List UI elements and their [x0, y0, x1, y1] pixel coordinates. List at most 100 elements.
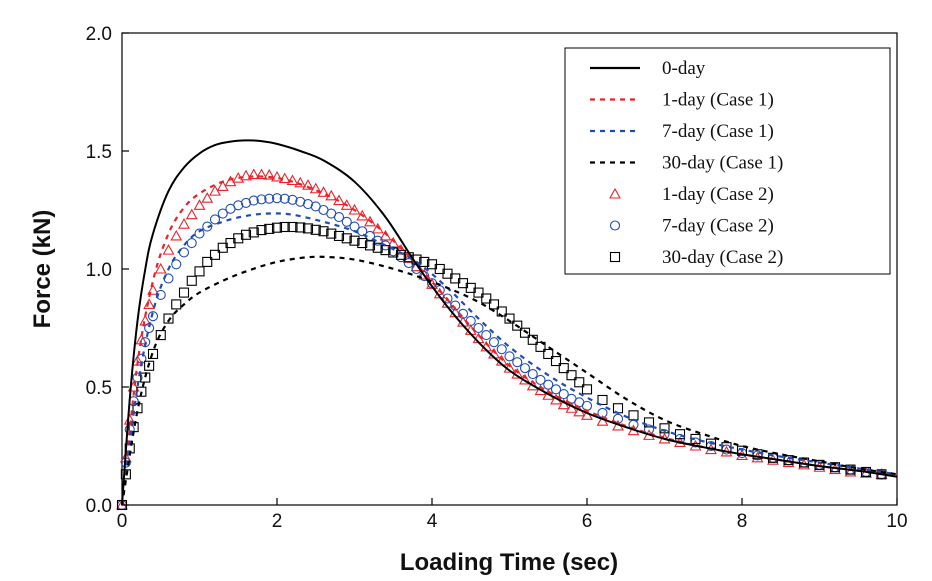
y-tick-label: 1.0 [86, 260, 112, 281]
data-point [566, 370, 577, 381]
axes-layer: 0 2 4 6 8 10 0.0 0.5 1.0 1.5 2.0 [86, 24, 908, 532]
data-point [248, 227, 259, 238]
data-point [310, 224, 321, 235]
series-line [121, 139, 898, 506]
data-point [558, 389, 569, 400]
data-point [504, 313, 515, 324]
data-point [550, 355, 562, 367]
data-point [155, 330, 166, 341]
data-point [201, 192, 214, 203]
data-point [256, 225, 267, 236]
data-point [574, 377, 585, 388]
data-point [535, 374, 546, 385]
data-point [171, 299, 182, 310]
data-point [233, 200, 244, 211]
legend-marker-swatch [609, 251, 621, 263]
legend-item: 7-day (Case 2) [609, 216, 774, 237]
data-point [271, 193, 283, 204]
data-point [488, 299, 500, 310]
data-point [333, 230, 345, 242]
data-point [193, 199, 206, 210]
data-point [264, 193, 275, 204]
data-point [240, 197, 252, 208]
legend-item: 1-day (Case 1) [590, 90, 774, 111]
data-point [247, 168, 260, 180]
data-point [558, 363, 569, 374]
data-point [147, 348, 159, 360]
data-point [659, 423, 670, 434]
y-tick-label: 1.5 [86, 142, 112, 163]
data-point [581, 384, 593, 395]
data-point [419, 256, 430, 267]
legend-marker-swatch [609, 220, 621, 231]
legend-label: 1-day (Case 2) [662, 184, 774, 205]
data-point [349, 235, 360, 246]
legend-label: 30-day (Case 1) [662, 153, 783, 174]
legend-item: 1-day (Case 2) [609, 184, 774, 205]
data-point [379, 229, 392, 241]
data-point [202, 256, 213, 267]
data-point [171, 259, 182, 270]
data-point [295, 222, 306, 233]
data-point [287, 221, 298, 233]
data-point [209, 214, 221, 225]
data-point [512, 320, 523, 331]
y-tick-label: 0.0 [86, 496, 112, 517]
data-point [473, 287, 484, 298]
legend-item: 0-day [590, 58, 706, 79]
legend-label: 7-day (Case 2) [662, 216, 774, 237]
data-point [209, 249, 221, 260]
data-point [194, 266, 205, 277]
legend-item: 30-day (Case 2) [609, 247, 783, 268]
data-point [147, 311, 159, 322]
data-point [120, 469, 131, 480]
data-point [519, 363, 531, 374]
data-point [162, 243, 175, 255]
data-point [473, 322, 484, 334]
data-point [271, 222, 283, 233]
legend-label: 1-day (Case 1) [662, 90, 774, 111]
data-point [597, 394, 608, 406]
x-tick-label: 10 [886, 511, 907, 532]
data-point [302, 199, 314, 210]
data-point [224, 175, 237, 187]
data-point [357, 237, 368, 249]
data-point [612, 413, 624, 424]
data-point [170, 229, 183, 241]
data-point [163, 313, 174, 324]
data-point [318, 226, 329, 237]
data-point [333, 212, 345, 223]
y-tick-label: 2.0 [86, 24, 112, 45]
data-point [481, 330, 492, 341]
data-point [356, 209, 369, 221]
data-point [450, 300, 461, 311]
data-point [155, 289, 166, 301]
data-point [302, 179, 314, 190]
data-point [194, 228, 205, 239]
data-point [287, 194, 298, 205]
data-point [643, 417, 655, 428]
data-point [543, 379, 554, 390]
data-point [178, 218, 190, 229]
data-point [256, 194, 267, 205]
x-tick-label: 8 [737, 511, 748, 532]
data-point [364, 215, 376, 227]
data-point [279, 221, 290, 233]
data-point [512, 357, 523, 368]
data-point [488, 337, 500, 348]
series-0-day [121, 139, 898, 506]
data-point [380, 245, 391, 256]
data-point [481, 293, 492, 304]
data-point [442, 293, 453, 304]
data-point [550, 384, 562, 395]
x-tick-label: 0 [117, 511, 128, 532]
x-tick-label: 6 [582, 511, 593, 532]
legend-item: 7-day (Case 1) [590, 121, 774, 142]
data-point [844, 465, 857, 477]
data-point [364, 240, 376, 251]
data-point [526, 379, 539, 391]
data-point [496, 344, 507, 355]
x-tick-label: 2 [272, 511, 283, 532]
data-point [302, 223, 314, 234]
